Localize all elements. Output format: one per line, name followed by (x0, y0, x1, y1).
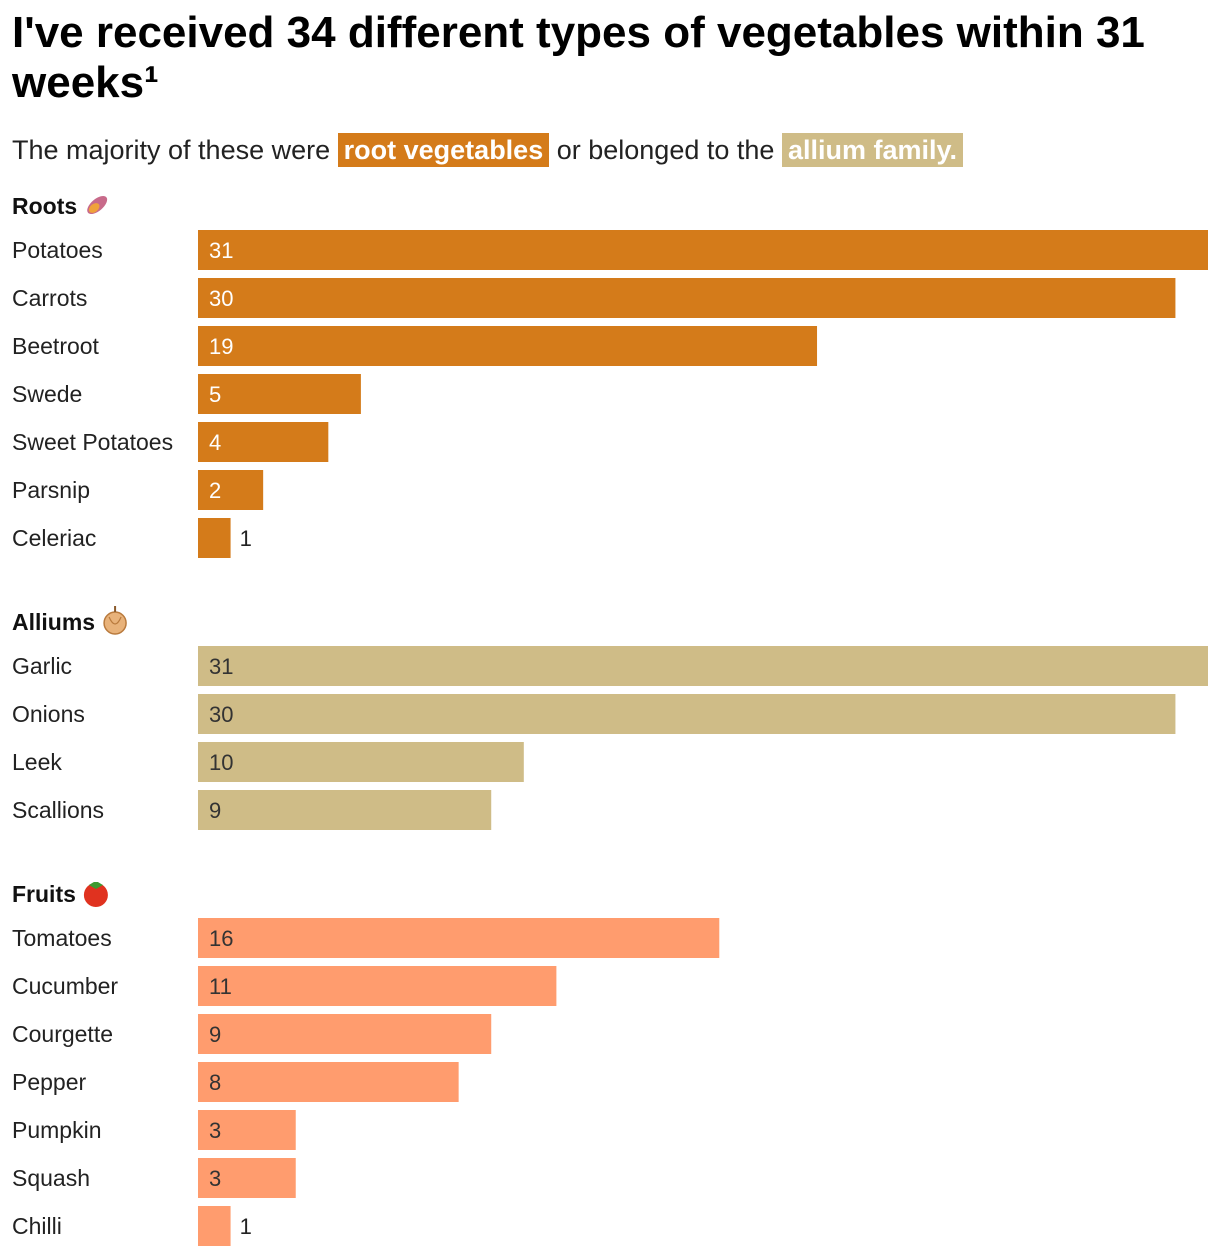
value-label-pumpkin: 3 (209, 1118, 221, 1143)
value-label-pepper: 8 (209, 1070, 221, 1095)
value-label-sweet-potatoes: 4 (209, 430, 221, 455)
category-label-cucumber: Cucumber (12, 973, 118, 999)
bar-chilli (198, 1206, 231, 1246)
category-label-carrots: Carrots (12, 285, 87, 311)
category-label-sweet-potatoes: Sweet Potatoes (12, 429, 173, 455)
bar-potatoes (198, 230, 1208, 270)
value-label-carrots: 30 (209, 286, 233, 311)
value-label-scallions: 9 (209, 798, 221, 823)
onion-bulb (103, 611, 127, 635)
value-label-garlic: 31 (209, 654, 233, 679)
category-label-courgette: Courgette (12, 1021, 113, 1047)
sweet-potato-flesh (88, 203, 100, 213)
value-label-tomatoes: 16 (209, 926, 233, 951)
tomato-body (83, 883, 108, 907)
bar-squash (198, 1158, 296, 1198)
category-label-potatoes: Potatoes (12, 237, 103, 263)
category-label-tomatoes: Tomatoes (12, 925, 112, 951)
category-label-celeriac: Celeriac (12, 525, 96, 551)
root-vegetables-highlight: root vegetables (337, 133, 550, 167)
bar-group-roots: Roots Potatoes 31 Carrots 30 Beetroot 19 Swede 5… (12, 193, 1208, 558)
subtitle-text-1: The majority of these were (12, 135, 331, 165)
bar-carrots (198, 278, 1176, 318)
value-label-parsnip: 2 (209, 478, 221, 503)
category-label-scallions: Scallions (12, 797, 104, 823)
category-label-pumpkin: Pumpkin (12, 1117, 101, 1143)
group-label-alliums: Alliums (12, 609, 95, 635)
bar-cucumber (198, 966, 557, 1006)
value-label-squash: 3 (209, 1166, 221, 1191)
bar-pumpkin (198, 1110, 296, 1150)
bar-leek (198, 742, 524, 782)
value-label-courgette: 9 (209, 1022, 221, 1047)
category-label-leek: Leek (12, 749, 62, 775)
category-label-chilli: Chilli (12, 1213, 62, 1239)
sweet-potato-icon (87, 196, 108, 214)
value-label-chilli: 1 (240, 1214, 252, 1239)
bar-courgette (198, 1014, 492, 1054)
value-label-leek: 10 (209, 750, 233, 775)
category-label-beetroot: Beetroot (12, 333, 100, 359)
category-label-squash: Squash (12, 1165, 90, 1191)
group-label-roots: Roots (12, 193, 77, 219)
category-label-pepper: Pepper (12, 1069, 87, 1095)
group-label-fruits: Fruits (12, 881, 76, 907)
bar-pepper (198, 1062, 459, 1102)
value-label-cucumber: 11 (209, 974, 232, 999)
subtitle-text-2: or belonged to the (556, 135, 775, 165)
category-label-onions: Onions (12, 701, 85, 727)
allium-family-highlight: allium family. (781, 133, 963, 167)
tomato-icon (83, 882, 108, 907)
bar-tomatoes (198, 918, 720, 958)
value-label-potatoes: 31 (209, 238, 233, 263)
bar-swede (198, 374, 361, 414)
chart-title: I've received 34 different types of vege… (12, 8, 1145, 107)
bar-scallions (198, 790, 492, 830)
bar-onions (198, 694, 1176, 734)
value-label-beetroot: 19 (209, 334, 233, 359)
bar-sweet-potatoes (198, 422, 329, 462)
value-label-celeriac: 1 (240, 526, 252, 551)
onion-line (108, 616, 122, 625)
category-label-swede: Swede (12, 381, 82, 407)
bar-parsnip (198, 470, 264, 510)
value-label-swede: 5 (209, 382, 221, 407)
value-label-onions: 30 (209, 702, 233, 727)
chart-subtitle: The majority of these were root vegetabl… (12, 130, 963, 170)
tomato-leaves (88, 882, 103, 889)
onion-icon (103, 606, 127, 635)
bar-group-alliums: Alliums Garlic 31 Onions 30 Leek 10 Scallions 9 (12, 606, 1208, 830)
category-label-garlic: Garlic (12, 653, 72, 679)
category-label-parsnip: Parsnip (12, 477, 90, 503)
bar-celeriac (198, 518, 231, 558)
bar-garlic (198, 646, 1208, 686)
bar-group-fruits: Fruits Tomatoes 16 Cucumber 11 Courgette 9 Pepp… (12, 881, 720, 1246)
bar-beetroot (198, 326, 818, 366)
